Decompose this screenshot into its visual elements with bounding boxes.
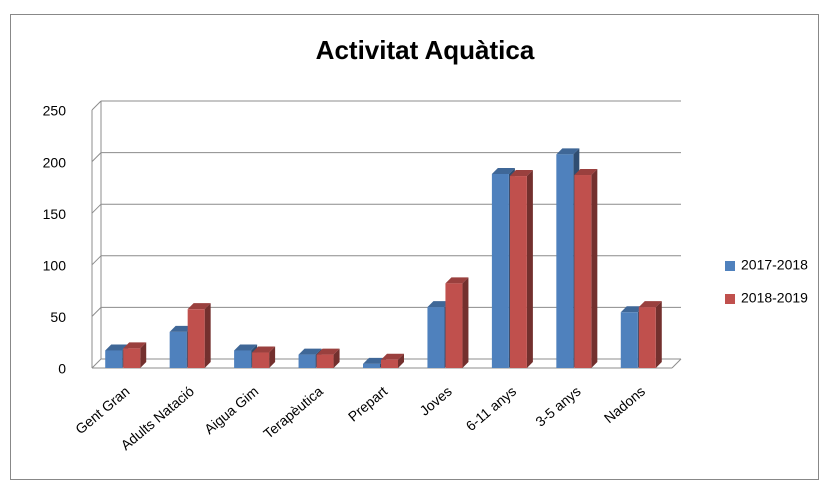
bar-front: [123, 348, 141, 368]
bar-top: [123, 342, 147, 349]
bar-front: [638, 307, 656, 368]
y-tick-label: 50: [50, 309, 66, 325]
bar-top: [638, 301, 662, 308]
y-tick-label: 250: [43, 103, 67, 119]
chart-title: Activitat Aquàtica: [316, 35, 535, 65]
bar: [381, 353, 404, 368]
grid-line-side: [91, 152, 102, 162]
bar-front: [445, 283, 463, 368]
bar-top: [556, 148, 580, 155]
bar: [187, 303, 211, 368]
y-tick-label: 0: [58, 361, 66, 377]
bar-front: [574, 175, 592, 368]
bar-side: [140, 342, 147, 368]
y-tick-label: 150: [43, 206, 67, 222]
bar: [252, 346, 276, 368]
bar-front: [252, 352, 270, 368]
bar-front: [427, 307, 445, 368]
grid-line-side: [91, 307, 102, 317]
bar-side: [398, 353, 404, 368]
bar-front: [316, 354, 334, 368]
bar-top: [363, 357, 386, 364]
bar-side: [333, 348, 340, 368]
bar-top: [574, 169, 598, 176]
bar-top: [427, 301, 451, 308]
legend-label: 2018-2019: [741, 290, 808, 306]
grid-line-side: [91, 255, 102, 266]
bar-top: [234, 344, 258, 351]
bar: [316, 348, 340, 368]
bar-top: [169, 325, 193, 332]
bar-top: [105, 344, 129, 351]
bar-top: [381, 353, 404, 360]
legend-swatch: [725, 294, 735, 304]
bar-front: [234, 350, 252, 368]
chart-border: [10, 14, 819, 480]
bar-front: [620, 312, 638, 368]
y-tick-label: 100: [43, 258, 67, 274]
bar: [123, 342, 147, 368]
bar-front: [105, 350, 123, 368]
bar: [509, 170, 533, 368]
bar-top: [298, 348, 322, 355]
bar-top: [252, 346, 276, 353]
bar-side: [526, 170, 533, 368]
grid-line-side: [91, 100, 102, 111]
bar-top: [620, 306, 644, 313]
bar-front: [187, 309, 205, 368]
y-tick-label: 200: [43, 154, 67, 170]
bar: [574, 169, 598, 368]
legend-swatch: [725, 261, 735, 271]
bar-side: [269, 346, 276, 368]
bar: [638, 301, 662, 368]
bar-side: [462, 277, 469, 368]
bar-top: [509, 170, 533, 177]
bar: [445, 277, 469, 368]
bar-top: [445, 277, 469, 284]
grid-line-side: [91, 358, 102, 369]
bar-top: [316, 348, 340, 355]
bar-front: [491, 173, 509, 368]
bar-top: [187, 303, 211, 310]
axis-floor: [671, 358, 682, 369]
bar-side: [591, 169, 598, 368]
bar-top: [491, 167, 515, 174]
bar-front: [381, 359, 398, 368]
bar-side: [204, 303, 211, 368]
legend-label: 2017-2018: [741, 257, 808, 273]
bar-front: [509, 176, 527, 368]
bar-front: [363, 363, 380, 368]
bar-front: [169, 331, 187, 368]
bar-front: [298, 354, 316, 368]
bar-front: [556, 154, 574, 368]
bar-side: [655, 301, 662, 368]
grid-line-side: [91, 203, 102, 214]
